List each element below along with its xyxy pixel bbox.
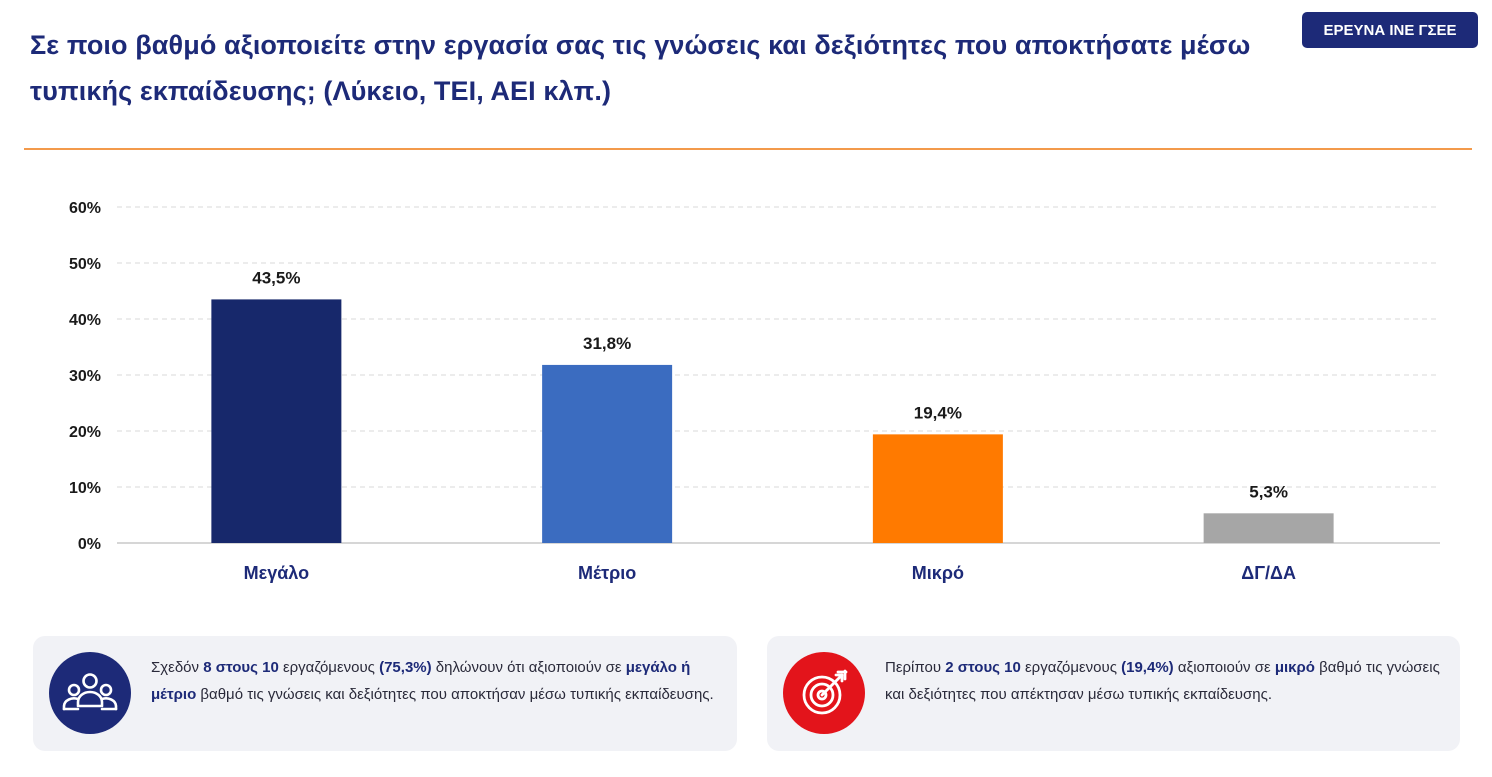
summary-text-segment: βαθμό τις γνώσεις και δεξιότητες που απο… xyxy=(196,686,714,703)
summary-text-segment: (75,3%) xyxy=(379,659,432,676)
bar xyxy=(1203,513,1334,543)
y-tick-label: 0% xyxy=(78,536,101,553)
summary-text-left: Σχεδόν 8 στους 10 εργαζόμενους (75,3%) δ… xyxy=(151,654,725,708)
summary-text-segment: 2 στους 10 xyxy=(945,659,1021,676)
summary-text-segment: μικρό xyxy=(1274,659,1315,676)
y-tick-label: 20% xyxy=(69,424,101,441)
bar xyxy=(872,434,1003,543)
target-arrow-icon xyxy=(783,652,865,734)
survey-badge: ΕΡΕΥΝΑ ΙΝΕ ΓΣΕΕ xyxy=(1302,12,1478,48)
summary-text-segment: εργαζόμενους xyxy=(278,659,380,676)
data-label: 43,5% xyxy=(252,268,300,287)
y-tick-label: 50% xyxy=(69,256,101,273)
summary-text-segment: (19,4%) xyxy=(1121,659,1174,676)
people-group-icon xyxy=(49,652,131,734)
summary-text-segment: βαθμό τις γνώσεις και δεξιότητες που απέ… xyxy=(885,659,1440,703)
page-title: Σε ποιο βαθμό αξιοποιείτε στην εργασία σ… xyxy=(30,30,1251,106)
summary-text-segment: δηλώνουν ότι αξιοποιούν σε xyxy=(431,659,626,676)
x-tick-label: ΔΓ/ΔΑ xyxy=(1241,563,1296,583)
summary-card-right: Περίπου 2 στους 10 εργαζόμενους (19,4%) … xyxy=(767,636,1460,751)
bar xyxy=(211,299,342,543)
y-tick-label: 30% xyxy=(69,368,101,385)
summary-text-segment: Περίπου xyxy=(885,659,946,676)
y-tick-label: 40% xyxy=(69,312,101,329)
summary-text-segment: 8 στους 10 xyxy=(203,659,279,676)
summary-text-segment: αξιοποιούν σε xyxy=(1173,659,1275,676)
summary-text-right: Περίπου 2 στους 10 εργαζόμενους (19,4%) … xyxy=(885,654,1448,708)
bar-chart: 0% 10% 20% 30% 40% 50% 60% 43,5% Μεγάλο 31,8% Μέτρ… xyxy=(69,200,1440,583)
summary-text-segment: εργαζόμενους xyxy=(1020,659,1122,676)
x-tick-label: Μικρό xyxy=(912,563,964,583)
summary-card-left: Σχεδόν 8 στους 10 εργαζόμενους (75,3%) δ… xyxy=(33,636,737,751)
summary-text-segment: μεγάλο ή μέτριο xyxy=(151,659,691,703)
summary-text-segment: Σχεδόν xyxy=(151,659,204,676)
x-tick-label: Μέτριο xyxy=(578,563,636,583)
data-label: 5,3% xyxy=(1249,482,1288,501)
x-tick-label: Μεγάλο xyxy=(244,563,309,583)
y-tick-label: 60% xyxy=(69,200,101,217)
bar xyxy=(542,364,673,543)
data-label: 31,8% xyxy=(583,334,631,353)
divider-line xyxy=(24,148,1472,150)
data-label: 19,4% xyxy=(914,403,962,422)
y-tick-label: 10% xyxy=(69,480,101,497)
